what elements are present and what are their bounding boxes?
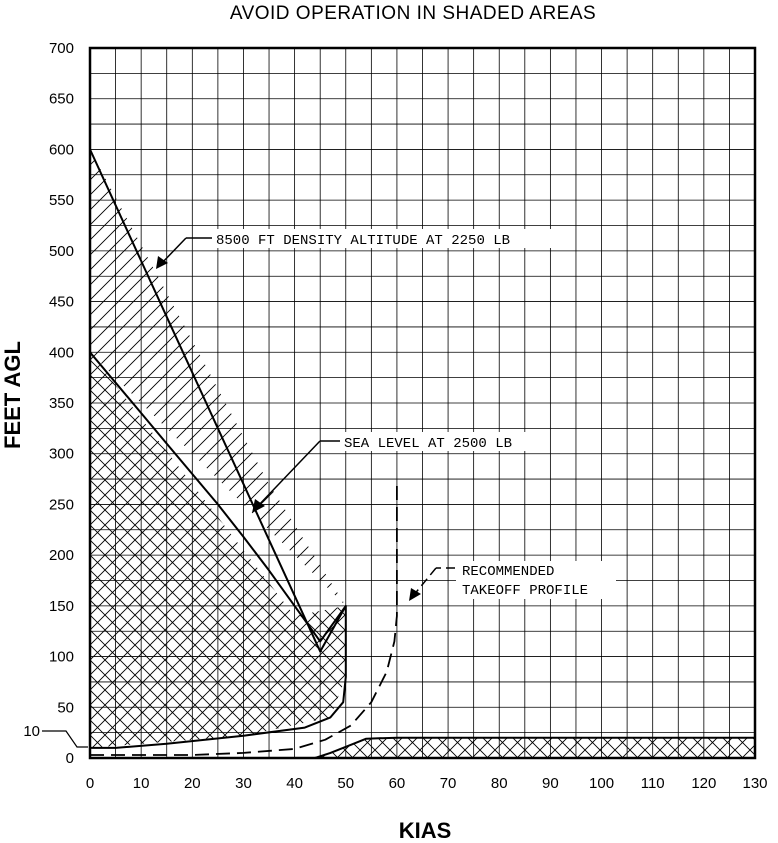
annotation-background bbox=[212, 229, 560, 248]
x-tick-label: 40 bbox=[286, 775, 303, 792]
x-tick-label: 90 bbox=[542, 775, 559, 792]
annotation-8500ft-text: 8500 FT DENSITY ALTITUDE AT 2250 LB bbox=[216, 233, 510, 249]
y-tick-label: 650 bbox=[49, 91, 74, 108]
y-tick-label: 500 bbox=[49, 243, 74, 260]
series-line-3 bbox=[314, 736, 755, 758]
chart-title: AVOID OPERATION IN SHADED AREAS bbox=[230, 3, 596, 24]
annotation-takeoff-line1: RECOMMENDED bbox=[462, 564, 554, 580]
arrowhead-icon bbox=[409, 588, 421, 601]
y-tick-label: 450 bbox=[49, 294, 74, 311]
x-tick-label: 60 bbox=[389, 775, 406, 792]
y-tick-label: 400 bbox=[49, 344, 74, 361]
x-tick-label: 10 bbox=[133, 775, 150, 792]
chart-series bbox=[90, 148, 755, 758]
y-extra-tick-leader bbox=[42, 730, 88, 748]
x-tick-label: 30 bbox=[235, 775, 252, 792]
plot-frame bbox=[88, 46, 757, 760]
y-tick-label: 0 bbox=[66, 750, 74, 767]
y-tick-label: 250 bbox=[49, 496, 74, 513]
x-axis-label: KIAS bbox=[399, 818, 452, 843]
x-tick-label: 130 bbox=[742, 775, 767, 792]
y-tick-label: 700 bbox=[49, 40, 74, 57]
annotation-leader bbox=[255, 440, 321, 509]
y-tick-label: 50 bbox=[57, 699, 74, 716]
y-tick-labels: 0 50 100 150 200 250 300 350 400 450 500 550 600 650 7… bbox=[49, 40, 74, 767]
x-tick-label: 50 bbox=[337, 775, 354, 792]
annotation-takeoff-profile: RECOMMENDED TAKEOFF PROFILE bbox=[409, 561, 616, 601]
x-tick-label: 70 bbox=[440, 775, 457, 792]
y-extra-tick: 10 bbox=[23, 723, 88, 748]
annotation-sea-level-text: SEA LEVEL AT 2500 LB bbox=[344, 436, 512, 452]
x-tick-labels: 0 10 20 30 40 50 60 70 80 90 100 110 120 130 bbox=[86, 775, 768, 792]
x-tick-label: 120 bbox=[691, 775, 716, 792]
y-tick-label: 550 bbox=[49, 192, 74, 209]
x-tick-label: 110 bbox=[641, 775, 665, 792]
x-tick-label: 100 bbox=[589, 775, 614, 792]
y-tick-label-extra: 10 bbox=[23, 723, 40, 740]
annotation-background bbox=[340, 432, 546, 451]
arrowhead-icon bbox=[156, 256, 168, 269]
annotation-8500ft: 8500 FT DENSITY ALTITUDE AT 2250 LB bbox=[156, 229, 560, 269]
y-tick-label: 150 bbox=[49, 598, 74, 615]
y-tick-label: 600 bbox=[49, 141, 74, 158]
shaded-region-2 bbox=[315, 737, 755, 758]
y-tick-label: 100 bbox=[49, 649, 74, 666]
x-tick-label: 0 bbox=[86, 775, 94, 792]
y-tick-label: 200 bbox=[49, 547, 74, 564]
y-axis-label: FEET AGL bbox=[0, 341, 25, 449]
y-tick-label: 300 bbox=[49, 446, 74, 463]
y-tick-label: 350 bbox=[49, 395, 74, 412]
annotation-takeoff-line2: TAKEOFF PROFILE bbox=[462, 583, 588, 599]
annotation-leader bbox=[412, 567, 437, 597]
annotation-background bbox=[456, 561, 616, 599]
series-line-1 bbox=[90, 351, 347, 643]
series-line-2 bbox=[90, 482, 398, 756]
x-tick-label: 20 bbox=[184, 775, 201, 792]
annotation-sea-level: SEA LEVEL AT 2500 LB bbox=[252, 432, 546, 513]
x-tick-label: 80 bbox=[491, 775, 508, 792]
series-line-0 bbox=[90, 148, 347, 749]
arrowhead-icon bbox=[252, 499, 265, 513]
gridlines bbox=[90, 48, 755, 758]
